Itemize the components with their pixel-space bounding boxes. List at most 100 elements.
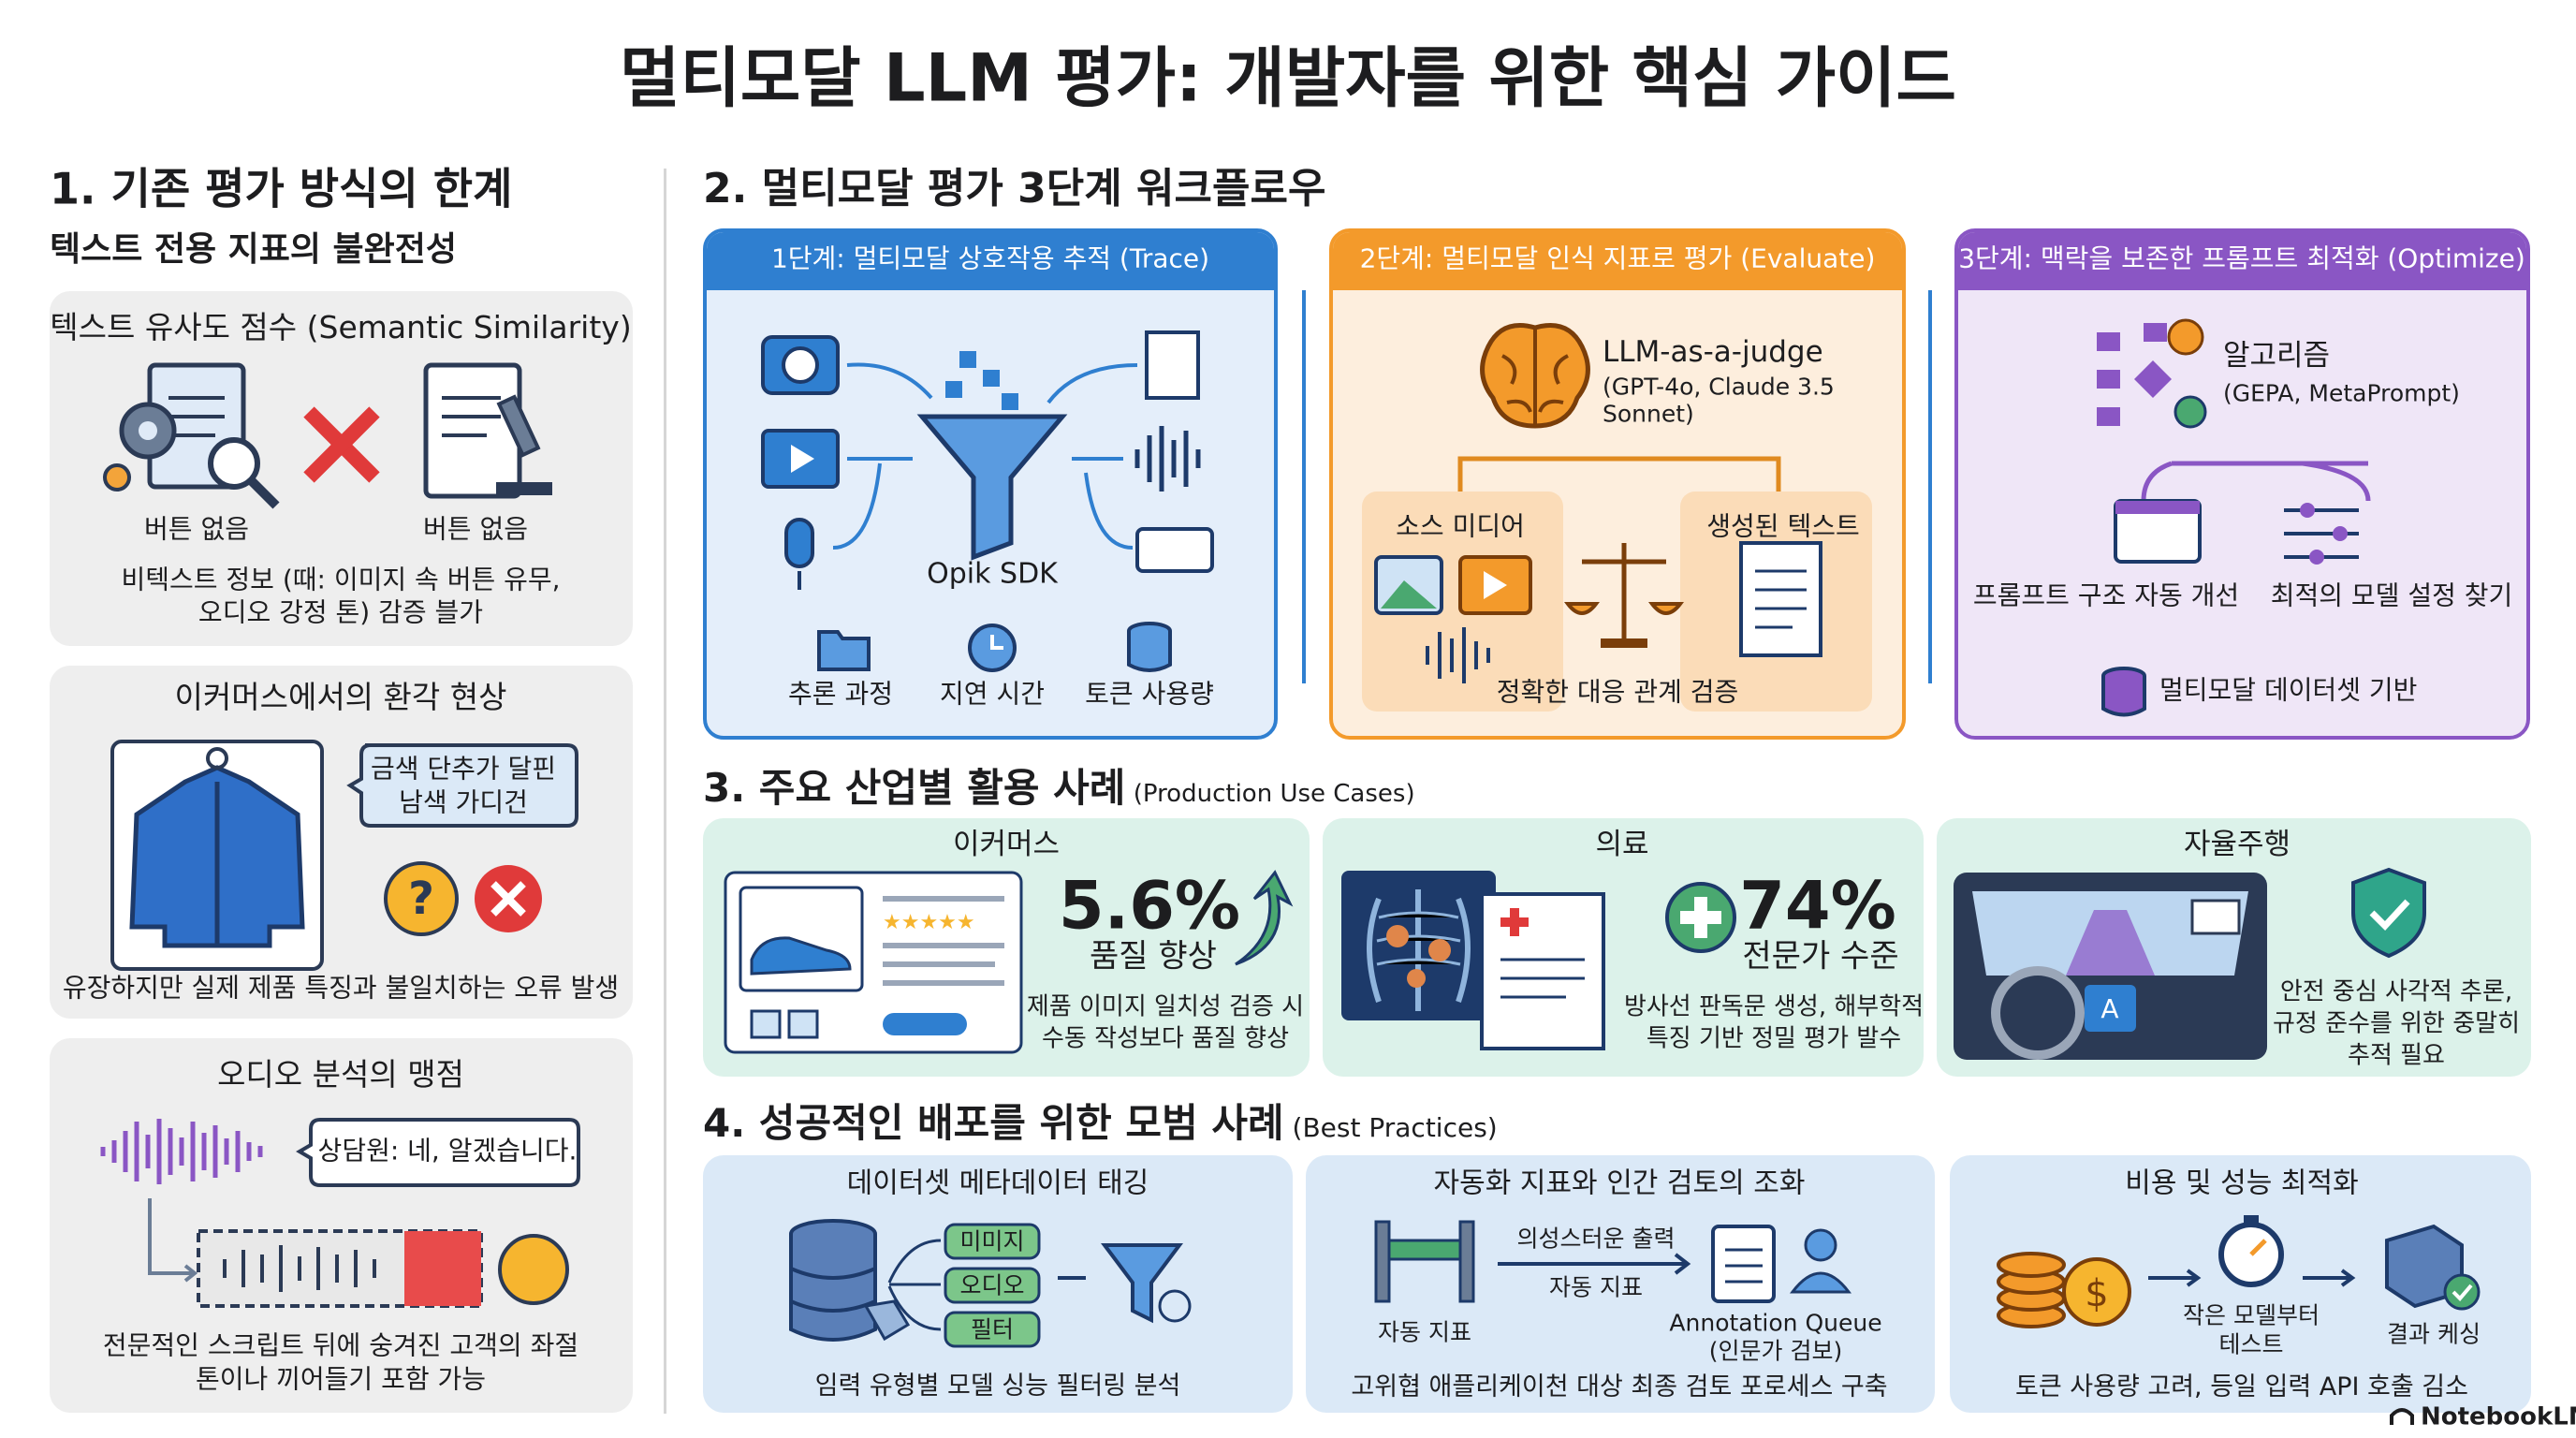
caption: 추적 필요 bbox=[2348, 1041, 2445, 1070]
case-title: 의료 bbox=[1595, 827, 1649, 861]
label: 버튼 없음 bbox=[144, 513, 249, 545]
dataset-label: 멀티모달 데이터셋 기반 bbox=[2159, 674, 2418, 706]
svg-text:★★★★★: ★★★★★ bbox=[883, 911, 975, 934]
icon-question-error: ? bbox=[384, 861, 542, 936]
divider bbox=[1928, 290, 1932, 683]
tag: 미미지 bbox=[959, 1227, 1025, 1255]
optimize-diagram bbox=[2097, 318, 2371, 565]
practice-title: 데이터셋 메타데이터 태깅 bbox=[846, 1167, 1149, 1200]
metric-label: 지연 시간 bbox=[940, 678, 1045, 710]
caption: 전문적인 스크립트 뒤에 숭겨진 고객의 좌절 bbox=[102, 1329, 579, 1361]
section-heading: 1. 기존 평가 방식의 한계 bbox=[50, 163, 513, 214]
algo-detail: (GEPA, MetaPrompt) bbox=[2223, 379, 2460, 407]
card-title: 이커머스에서의 환각 현상 bbox=[174, 678, 507, 715]
caption: 임력 유형별 모델 싱능 필터링 분석 bbox=[814, 1372, 1181, 1401]
label: 프롬프트 구조 자동 개선 bbox=[1972, 580, 2240, 611]
caption: 정확한 대응 관계 검증 bbox=[1496, 676, 1739, 708]
audio-clip bbox=[148, 1198, 569, 1308]
stage-header bbox=[707, 232, 1274, 290]
label: 버튼 없음 bbox=[423, 513, 528, 545]
step-label: 테스트 bbox=[2218, 1330, 2284, 1358]
caption: 제품 이미지 일치성 검증 시 bbox=[1026, 992, 1305, 1021]
stage-title: 2단계: 멀티모달 인식 지표로 평가 (Evaluate) bbox=[1359, 242, 1876, 274]
section-heading: 2. 멀티모달 평가 3단계 워크플로우 bbox=[703, 164, 1326, 213]
queue-detail: (인문가 검보) bbox=[1708, 1337, 1843, 1365]
section-subheading: (Production Use Cases) bbox=[1133, 779, 1415, 808]
stat: 5.6% bbox=[1058, 867, 1241, 945]
stage-header bbox=[1333, 232, 1902, 290]
card bbox=[50, 291, 633, 646]
arrow-label: 의성스터운 출력 bbox=[1516, 1225, 1676, 1253]
icon-cross bbox=[1665, 882, 1736, 953]
icon-up-arrow bbox=[1235, 870, 1294, 966]
section-heading: 4. 성공적인 배포를 위한 모범 사례 bbox=[703, 1099, 1284, 1146]
media-label: 소스 미디어 bbox=[1396, 510, 1525, 542]
icon-shield bbox=[2351, 867, 2426, 959]
arrow-label: 자동 지표 bbox=[1549, 1273, 1643, 1301]
stat-label: 품질 향상 bbox=[1090, 937, 1217, 976]
bubble bbox=[296, 1118, 580, 1187]
caption: 토큰 사용량 고려, 등일 입력 API 호출 김소 bbox=[2015, 1372, 2468, 1402]
stat-label: 전문가 수준 bbox=[1742, 937, 1899, 976]
trace-metric-icons bbox=[817, 622, 1172, 672]
stat: 74% bbox=[1739, 867, 1896, 945]
svg-text:A: A bbox=[2100, 993, 2118, 1024]
stage-title: 1단계: 멀티모달 상호작용 추적 (Trace) bbox=[770, 242, 1210, 274]
practice-title: 비용 및 성능 최적화 bbox=[2125, 1167, 2359, 1200]
xray-report bbox=[1341, 871, 1605, 1050]
divider bbox=[664, 169, 666, 1414]
judge-detail: (GPT-4o, Claude 3.5 bbox=[1603, 373, 1835, 401]
algo: 알고리즘 bbox=[2223, 338, 2331, 373]
brand: NotebookLM bbox=[2421, 1402, 2576, 1431]
bubble-text: 상담원: 네, 알겠습니다. bbox=[317, 1135, 578, 1167]
card-title: 텍스트 유사도 점수 (Semantic Similarity) bbox=[50, 308, 632, 345]
cost-diagram: $ bbox=[1997, 1215, 2481, 1328]
center-label: Opik SDK bbox=[927, 557, 1058, 591]
bubble-text: 남색 가디건 bbox=[399, 786, 528, 818]
icon-cardigan bbox=[110, 740, 324, 971]
cache-label: 결과 케싱 bbox=[2387, 1320, 2481, 1348]
text-label: 생성된 텍스트 bbox=[1706, 510, 1860, 542]
caption: 규정 준수를 위한 중말히 bbox=[2273, 1009, 2520, 1038]
section-subheading: 텍스트 전용 지표의 불완전성 bbox=[50, 230, 458, 270]
caption: 톤이나 끼어들기 포함 가능 bbox=[195, 1363, 487, 1395]
evaluate-diagram bbox=[1362, 456, 1872, 712]
case-title: 이커머스 bbox=[952, 827, 1061, 861]
judge-detail: Sonnet) bbox=[1603, 400, 1694, 428]
icon-brain bbox=[1480, 323, 1590, 429]
stage bbox=[1954, 228, 2530, 740]
icon-x bbox=[303, 406, 380, 483]
stage-header bbox=[1958, 232, 2526, 290]
bubble-text: 금색 단추가 달핀 bbox=[370, 753, 557, 785]
card-title: 오디오 분석의 맹점 bbox=[217, 1055, 464, 1093]
icon-database bbox=[2101, 667, 2146, 717]
caption: 비텍스트 정보 (때: 이미지 속 버튼 유무, bbox=[121, 564, 561, 595]
caption: 오디오 강정 톤) 감증 블가 bbox=[198, 596, 484, 628]
label: 최적의 모델 설정 찾기 bbox=[2270, 580, 2513, 611]
case-title: 자율주행 bbox=[2183, 827, 2291, 861]
review-diagram bbox=[1374, 1220, 1852, 1303]
title: 멀티모달 LLM 평가: 개발자를 위한 핵심 가이드 bbox=[620, 39, 1956, 117]
product-page: ★★★★★ bbox=[724, 871, 1023, 1054]
icon-doc-microscope bbox=[423, 362, 552, 499]
divider bbox=[1302, 290, 1306, 683]
card bbox=[50, 1038, 633, 1413]
caption: 고위협 애플리케이천 대상 최종 검토 포로세스 구축 bbox=[1351, 1372, 1888, 1402]
metric-label: 추론 과정 bbox=[788, 678, 893, 710]
caption: 수동 작성보다 품질 향상 bbox=[1042, 1024, 1289, 1053]
svg-text:$: $ bbox=[2085, 1272, 2108, 1315]
section-heading-row: 3. 주요 산업별 활용 사례 (Production Use Cases) bbox=[703, 766, 1415, 810]
label: 자동 지표 bbox=[1378, 1318, 1471, 1346]
brand-icon bbox=[2390, 1408, 2414, 1425]
section-subheading: (Best Practices) bbox=[1292, 1111, 1498, 1143]
trace-diagram bbox=[761, 330, 1214, 590]
caption: 방사선 판독문 생성, 해부학적 bbox=[1623, 992, 1925, 1021]
stage-title: 3단계: 맥락을 보존한 프롬프트 최적화 (Optimize) bbox=[1958, 242, 2525, 274]
practice-title: 자동화 지표와 인간 검토의 조화 bbox=[1433, 1167, 1806, 1200]
bubble bbox=[346, 743, 578, 828]
queue-label: Annotation Queue bbox=[1669, 1309, 1882, 1337]
tag: 오디오 bbox=[959, 1271, 1025, 1299]
judge: LLM-as-a-judge bbox=[1603, 334, 1823, 369]
caption: 특징 기반 정밀 평가 발수 bbox=[1646, 1024, 1902, 1053]
